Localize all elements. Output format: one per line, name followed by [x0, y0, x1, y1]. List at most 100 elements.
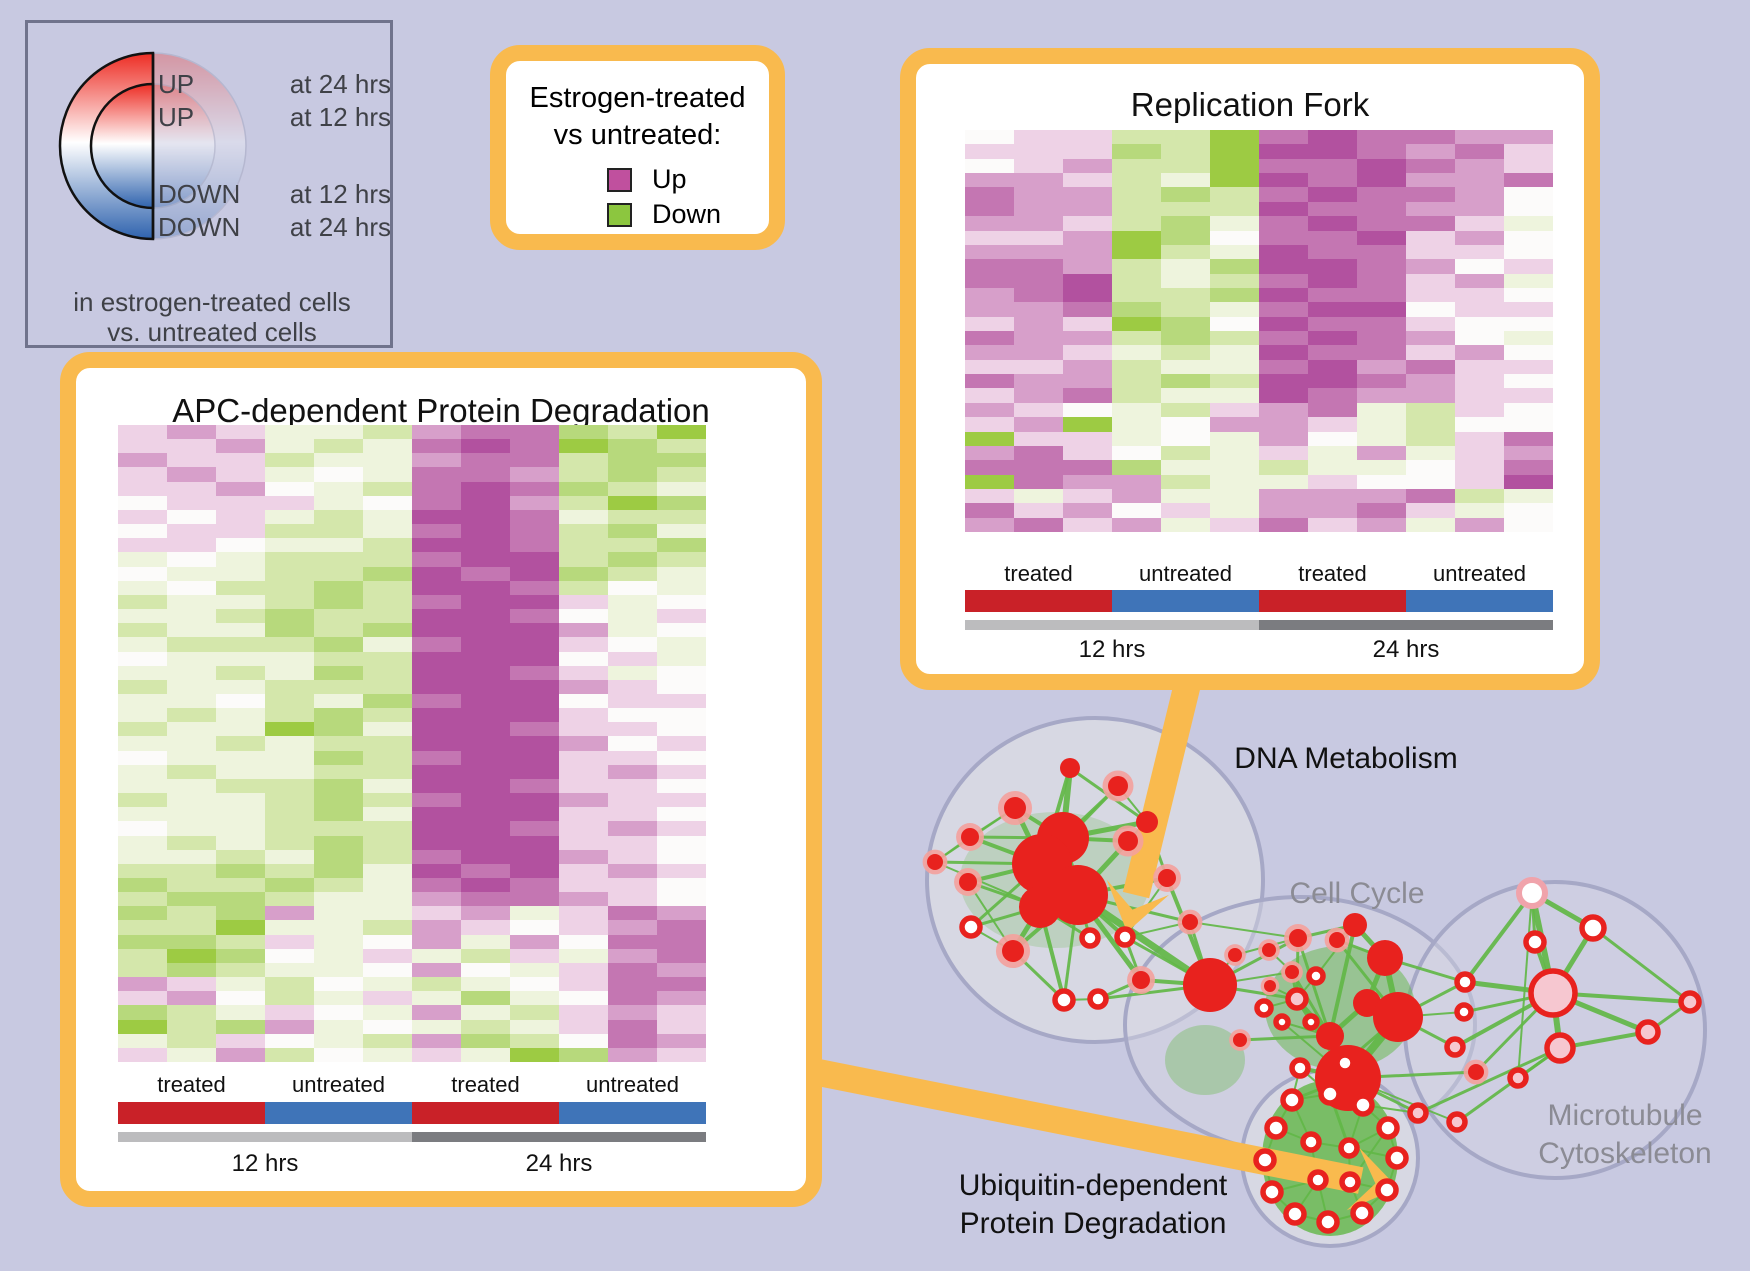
heatmap-row [118, 948, 706, 963]
network-edge [970, 926, 1014, 952]
apc-untreated-bar-24 [559, 1102, 706, 1124]
heatmap-row [118, 906, 706, 921]
heatmap-cell [167, 679, 216, 694]
heatmap-cell [167, 524, 216, 539]
network-node [1454, 971, 1476, 993]
heatmap-cell [657, 453, 706, 468]
heatmap-cell [510, 623, 559, 638]
heatmap-cell [216, 906, 265, 921]
network-node [1334, 1052, 1356, 1074]
heatmap-cell [412, 1047, 461, 1063]
heatmap-row [965, 488, 1553, 504]
heatmap-cell [118, 481, 167, 496]
heatmap-cell [461, 495, 510, 510]
heatmap-cell [1455, 388, 1504, 403]
heatmap-cell [1357, 187, 1406, 202]
heatmap-cell [118, 467, 167, 482]
heatmap-cell [559, 849, 608, 864]
heatmap-cell [657, 566, 706, 581]
heatmap-cell [363, 425, 412, 440]
heatmap-cell [657, 849, 706, 864]
heatmap-cell [1357, 374, 1406, 389]
heatmap-cell [265, 1033, 314, 1048]
network-edge [1126, 820, 1149, 843]
network-node [1283, 1202, 1307, 1226]
heatmap-row [118, 495, 706, 510]
heatmap-row [965, 273, 1553, 288]
network-node [1253, 1148, 1277, 1172]
heatmap-cell [559, 977, 608, 992]
heatmap-cell [265, 778, 314, 794]
heatmap-cell [314, 878, 363, 893]
heatmap-cell [1161, 431, 1210, 446]
heatmap-cell [118, 495, 167, 510]
network-node [1182, 914, 1198, 930]
heatmap-cell [1308, 130, 1357, 145]
heatmap-cell [314, 991, 363, 1006]
heatmap-cell [167, 750, 216, 765]
heatmap-cell [657, 1033, 706, 1048]
network-edge [1346, 1077, 1365, 1106]
heatmap-cell [559, 425, 608, 440]
heatmap-cell [412, 524, 461, 539]
vivid-half-circles [58, 51, 155, 241]
network-edge [1347, 1070, 1477, 1080]
network-node [1280, 1088, 1304, 1112]
heatmap-cell [1406, 488, 1455, 504]
heatmap-cell [1210, 216, 1259, 231]
network-node [1004, 797, 1026, 819]
heatmap-cell [608, 764, 657, 779]
heatmap-cell [461, 708, 510, 723]
heatmap-cell [559, 948, 608, 963]
heatmap-cell [1259, 201, 1308, 217]
heatmap-cell [1357, 445, 1406, 461]
heatmap-cell [1210, 316, 1259, 332]
heatmap-cell [510, 750, 559, 765]
heatmap-cell [1112, 388, 1161, 403]
heatmap-cell [1504, 345, 1553, 360]
heatmap-cell [965, 331, 1014, 346]
network-node [1302, 1013, 1320, 1031]
heatmap-cell [1112, 374, 1161, 389]
network-edge [1097, 978, 1142, 1001]
heatmap-cell [965, 287, 1014, 303]
heatmap-cell [1455, 130, 1504, 145]
heatmap-cell [657, 552, 706, 567]
heatmap-cell [314, 580, 363, 595]
heatmap-cell [461, 920, 510, 935]
heatmap-cell [363, 453, 412, 468]
network-edge [1365, 1000, 1400, 1020]
heatmap-cell [461, 849, 510, 864]
heatmap-cell [1308, 144, 1357, 159]
heatmap-cell [510, 651, 559, 666]
heatmap-cell [1504, 173, 1553, 188]
heatmap-cell [510, 1019, 559, 1034]
heatmap-cell [412, 962, 461, 978]
heatmap-cell [118, 764, 167, 779]
network-edge [1281, 1021, 1331, 1037]
heatmap-cell [657, 538, 706, 553]
heatmap-cell [965, 503, 1014, 518]
heatmap-cell [216, 693, 265, 709]
network-node [1444, 1036, 1466, 1058]
heatmap-row [965, 302, 1553, 317]
heatmap-cell [461, 736, 510, 751]
heatmap-cell [216, 637, 265, 652]
heatmap-cell [1161, 474, 1210, 489]
heatmap-cell [608, 552, 657, 567]
heatmap-cell [1112, 173, 1161, 188]
heatmap-cell [363, 1005, 412, 1020]
network-node [1375, 1178, 1399, 1202]
heatmap-cell [265, 679, 314, 694]
network-node [1306, 966, 1326, 986]
network-edge [1013, 806, 1065, 840]
heatmap-cell [1063, 331, 1112, 346]
heatmap-cell [118, 509, 167, 525]
heatmap-cell [167, 509, 216, 525]
heatmap-cell [1308, 201, 1357, 217]
heatmap-cell [167, 609, 216, 624]
apc-panel-title: APC-dependent Protein Degradation [172, 392, 710, 429]
heatmap-cell [412, 425, 461, 440]
heatmap-cell [608, 594, 657, 610]
heatmap-cell [657, 722, 706, 737]
